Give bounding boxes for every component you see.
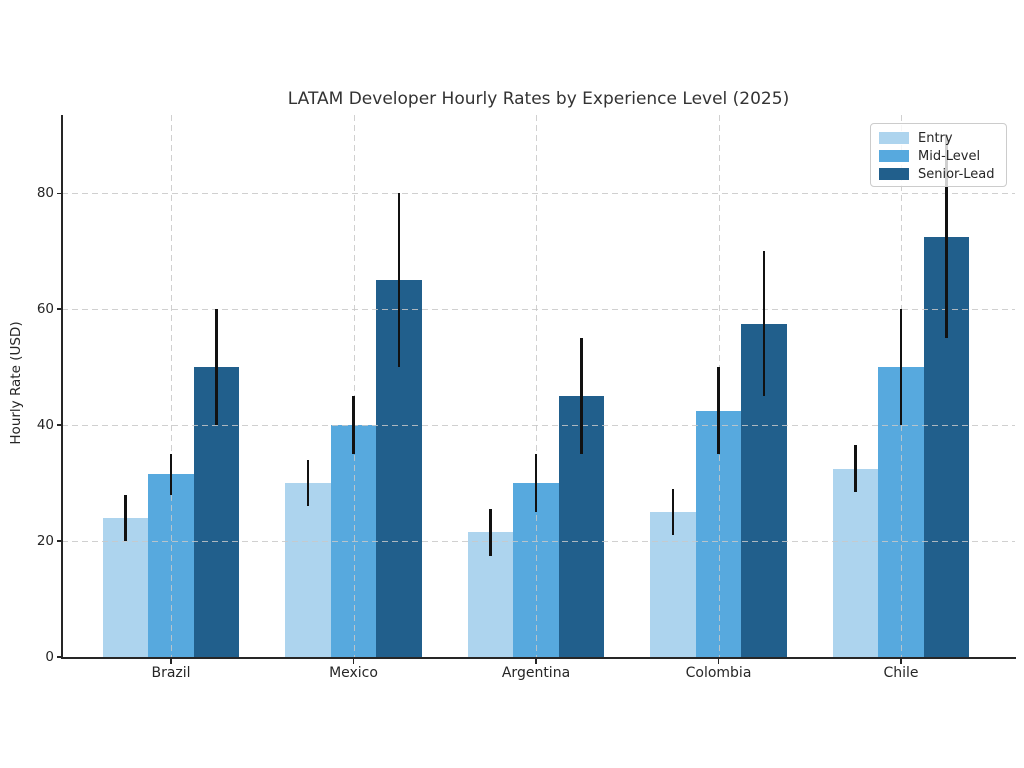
error-bar xyxy=(671,488,675,536)
legend-swatch xyxy=(879,150,909,162)
legend-label: Mid-Level xyxy=(918,148,981,164)
y-axis-tick xyxy=(57,308,62,310)
x-tick-label: Chile xyxy=(883,665,919,681)
error-bar xyxy=(762,251,766,397)
legend-item: Senior-Lead xyxy=(879,165,998,183)
y-axis-tick xyxy=(57,192,62,194)
error-bar xyxy=(124,494,127,542)
error-bar xyxy=(306,459,310,507)
error-bar xyxy=(397,193,401,368)
error-bar xyxy=(352,396,355,455)
gridline-vertical xyxy=(353,115,355,657)
bar-entry-chile xyxy=(832,468,879,657)
x-tick-label: Brazil xyxy=(151,665,191,681)
plot-area: 0 20 40 60 80 Brazil Mexico Argentina Colombia Ch… xyxy=(37,115,1016,681)
gridline-vertical xyxy=(171,115,173,657)
y-axis-tick xyxy=(57,424,62,426)
x-axis-tick xyxy=(352,659,355,664)
y-axis-label: Hourly Rate (USD) xyxy=(8,321,24,445)
error-bar xyxy=(899,309,903,426)
legend-swatch xyxy=(879,168,909,180)
bar-entry-brazil xyxy=(102,517,149,657)
error-bar xyxy=(169,454,173,495)
gridline-horizontal xyxy=(62,541,1015,543)
gridline-horizontal xyxy=(62,309,1015,311)
legend-label: Senior-Lead xyxy=(918,166,995,182)
y-axis-tick xyxy=(57,656,62,658)
x-axis-tick xyxy=(535,659,537,664)
legend-item: Entry xyxy=(879,129,998,147)
y-tick-label: 40 xyxy=(36,417,54,434)
bar-entry-mexico xyxy=(285,483,331,657)
x-axis-tick xyxy=(170,659,172,664)
x-tick-label: Argentina xyxy=(501,665,571,681)
chart-title: LATAM Developer Hourly Rates by Experien… xyxy=(287,89,790,109)
legend-swatch xyxy=(879,132,909,144)
error-bar xyxy=(854,445,857,492)
legend: Entry Mid-Level Senior-Lead xyxy=(870,123,1007,187)
x-axis-spine xyxy=(61,657,1016,659)
error-bar xyxy=(534,454,538,513)
y-tick-label: 60 xyxy=(36,301,54,318)
y-tick-label: 80 xyxy=(36,185,54,202)
x-axis-tick xyxy=(900,659,902,664)
legend-label: Entry xyxy=(918,130,953,146)
y-tick-label: 20 xyxy=(36,533,54,550)
gridline-horizontal xyxy=(62,193,1015,195)
legend-item: Mid-Level xyxy=(879,147,998,165)
gridline-horizontal xyxy=(62,425,1015,427)
y-tick-label: 0 xyxy=(45,649,54,665)
y-axis-tick xyxy=(57,540,62,542)
x-axis-tick xyxy=(717,659,720,664)
y-axis-spine xyxy=(61,115,63,658)
error-bar xyxy=(215,309,218,426)
error-bar xyxy=(717,367,720,455)
error-bar xyxy=(945,135,948,339)
gridline-vertical xyxy=(536,115,538,657)
error-bar xyxy=(580,338,583,455)
x-tick-label: Mexico xyxy=(329,665,378,681)
bar-entry-colombia xyxy=(650,512,696,657)
x-tick-label: Colombia xyxy=(685,665,752,681)
error-bar xyxy=(489,509,492,556)
